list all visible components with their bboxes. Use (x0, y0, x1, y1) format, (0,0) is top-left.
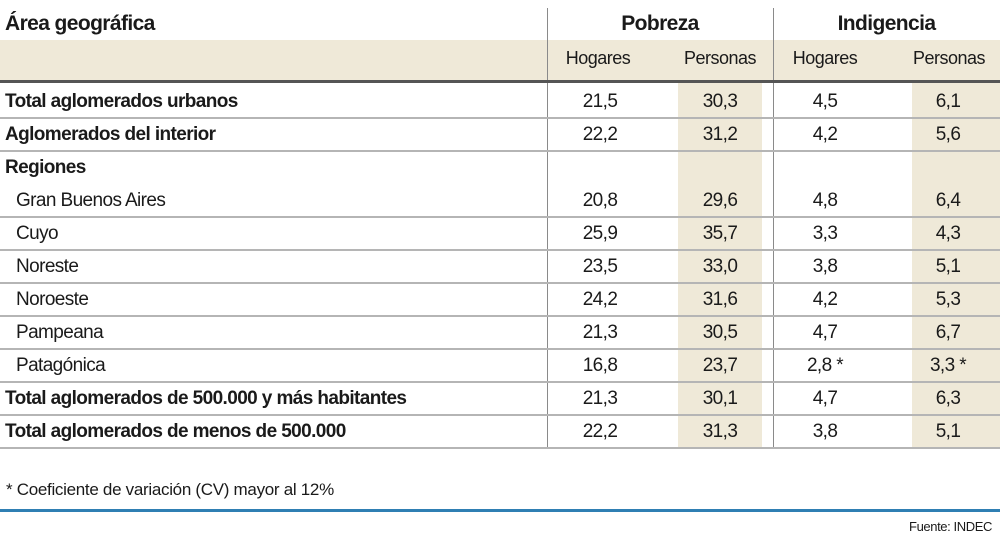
subheader-indigencia-personas: Personas (912, 48, 986, 68)
cell-value: 3,3 (812, 223, 838, 244)
row-label: Patagónica (16, 355, 106, 376)
footnote: * Coeficiente de variación (CV) mayor al… (6, 480, 334, 499)
source: Fuente: INDEC (909, 519, 992, 534)
cell-value: 31,3 (702, 421, 738, 442)
cell-value: 4,5 (812, 91, 838, 112)
table-row: Pampeana 21,3 30,5 4,7 6,7 (0, 316, 1000, 349)
cell-value: 4,8 (812, 190, 838, 211)
row-label: Aglomerados del interior (5, 124, 216, 145)
row-label: Gran Buenos Aires (16, 190, 166, 211)
cell-value: 4,2 (812, 289, 838, 310)
cell-value: 30,3 (702, 91, 738, 112)
column-divider (547, 8, 548, 448)
cell-value: 20,8 (582, 190, 618, 211)
table-row: Noreste 23,5 33,0 3,8 5,1 (0, 250, 1000, 283)
row-divider (0, 150, 1000, 152)
cell-value: 4,3 (935, 223, 961, 244)
pobreza-personas-highlight (678, 82, 762, 448)
cell-value: 33,0 (702, 256, 738, 277)
cell-value: 30,5 (702, 322, 738, 343)
cell-value: 4,7 (812, 388, 838, 409)
cell-value: 25,9 (582, 223, 618, 244)
cell-value: 5,1 (935, 256, 961, 277)
cell-value: 4,7 (812, 322, 838, 343)
row-divider (0, 249, 1000, 251)
cell-value: 3,8 (812, 256, 838, 277)
cell-value: 35,7 (702, 223, 738, 244)
cell-value: 30,1 (702, 388, 738, 409)
row-divider (0, 117, 1000, 119)
cell-value: 5,3 (935, 289, 961, 310)
subheader-indigencia-hogares: Hogares (792, 48, 858, 68)
row-label: Noroeste (16, 289, 89, 310)
cell-value: 3,3 * (929, 355, 967, 376)
subheader-pobreza-hogares: Hogares (565, 48, 631, 68)
row-label: Total aglomerados de menos de 500.000 (5, 421, 346, 442)
table-row: Cuyo 25,9 35,7 3,3 4,3 (0, 217, 1000, 250)
cell-value: 29,6 (702, 190, 738, 211)
row-divider (0, 414, 1000, 416)
cell-value: 5,1 (935, 421, 961, 442)
cell-value: 16,8 (582, 355, 618, 376)
row-divider (0, 282, 1000, 284)
cell-value: 23,7 (702, 355, 738, 376)
table-row: Gran Buenos Aires 20,8 29,6 4,8 6,4 (0, 184, 1000, 217)
cell-value: 6,4 (935, 190, 961, 211)
header-indigencia: Indigencia (837, 12, 936, 35)
cell-value: 22,2 (582, 124, 618, 145)
cell-value: 6,7 (935, 322, 961, 343)
table-row: Regiones (0, 151, 1000, 184)
row-divider (0, 381, 1000, 383)
row-label: Cuyo (16, 223, 59, 244)
row-label: Noreste (16, 256, 79, 277)
row-label: Total aglomerados urbanos (5, 91, 238, 112)
cell-value: 6,1 (935, 91, 961, 112)
table-row: Noroeste 24,2 31,6 4,2 5,3 (0, 283, 1000, 316)
cell-value: 3,8 (812, 421, 838, 442)
column-divider (773, 8, 774, 448)
row-label: Pampeana (16, 322, 104, 343)
row-label: Total aglomerados de 500.000 y más habit… (5, 388, 407, 409)
cell-value: 21,3 (582, 322, 618, 343)
bottom-rule (0, 509, 1000, 512)
header-rule (0, 80, 1000, 83)
row-label: Regiones (5, 157, 86, 178)
table-row: Aglomerados del interior 22,2 31,2 4,2 5,6 (0, 118, 1000, 151)
header-pobreza: Pobreza (621, 12, 699, 35)
row-divider (0, 216, 1000, 218)
cell-value: 31,2 (702, 124, 738, 145)
subheader-band (0, 40, 1000, 80)
cell-value: 6,3 (935, 388, 961, 409)
table-row: Total aglomerados urbanos 21,5 30,3 4,5 6,1 (0, 85, 1000, 118)
row-divider (0, 348, 1000, 350)
cell-value: 21,5 (582, 91, 618, 112)
cell-value: 5,6 (935, 124, 961, 145)
table-row: Patagónica 16,8 23,7 2,8 * 3,3 * (0, 349, 1000, 382)
cell-value: 21,3 (582, 388, 618, 409)
subheader-pobreza-personas: Personas (683, 48, 757, 68)
cell-value: 2,8 * (806, 355, 844, 376)
header-area: Área geográfica (5, 12, 155, 35)
cell-value: 24,2 (582, 289, 618, 310)
table-row: Total aglomerados de 500.000 y más habit… (0, 382, 1000, 415)
table-row: Total aglomerados de menos de 500.000 22,… (0, 415, 1000, 448)
cell-value: 22,2 (582, 421, 618, 442)
row-divider (0, 447, 1000, 449)
cell-value: 31,6 (702, 289, 738, 310)
row-divider (0, 315, 1000, 317)
indigencia-personas-highlight (912, 82, 1000, 448)
cell-value: 23,5 (582, 256, 618, 277)
cell-value: 4,2 (812, 124, 838, 145)
